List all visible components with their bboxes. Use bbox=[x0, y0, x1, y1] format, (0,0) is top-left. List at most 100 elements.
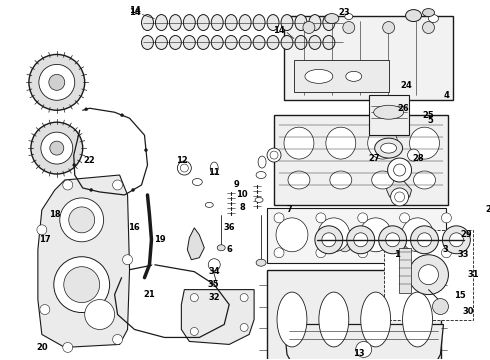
Ellipse shape bbox=[217, 245, 225, 251]
Text: 20: 20 bbox=[36, 343, 48, 352]
Text: 11: 11 bbox=[208, 167, 220, 176]
Ellipse shape bbox=[197, 15, 209, 31]
Circle shape bbox=[354, 233, 368, 247]
Ellipse shape bbox=[258, 156, 266, 168]
Ellipse shape bbox=[402, 218, 434, 252]
Circle shape bbox=[422, 22, 435, 33]
Ellipse shape bbox=[358, 213, 368, 223]
Circle shape bbox=[394, 192, 405, 202]
Ellipse shape bbox=[318, 218, 350, 252]
Circle shape bbox=[113, 180, 122, 190]
Bar bbox=[294, 60, 389, 92]
Text: 19: 19 bbox=[154, 235, 165, 244]
Ellipse shape bbox=[309, 36, 321, 49]
Ellipse shape bbox=[309, 15, 321, 31]
Text: 34: 34 bbox=[208, 267, 220, 276]
Circle shape bbox=[442, 226, 470, 254]
Ellipse shape bbox=[316, 248, 326, 258]
Ellipse shape bbox=[319, 292, 349, 347]
Ellipse shape bbox=[368, 232, 385, 252]
Circle shape bbox=[208, 259, 220, 271]
Circle shape bbox=[177, 161, 191, 175]
Circle shape bbox=[60, 198, 104, 242]
Text: 26: 26 bbox=[398, 104, 410, 113]
Circle shape bbox=[131, 189, 135, 192]
Circle shape bbox=[85, 108, 88, 111]
Circle shape bbox=[386, 233, 400, 247]
Polygon shape bbox=[187, 228, 204, 260]
Text: 23: 23 bbox=[338, 8, 349, 17]
Text: 7: 7 bbox=[286, 206, 292, 215]
Ellipse shape bbox=[210, 162, 218, 174]
Circle shape bbox=[343, 22, 355, 33]
Ellipse shape bbox=[288, 171, 310, 189]
Circle shape bbox=[190, 328, 198, 336]
Circle shape bbox=[240, 324, 248, 332]
Circle shape bbox=[388, 158, 412, 182]
Circle shape bbox=[85, 300, 115, 329]
Bar bbox=[284, 15, 453, 100]
Circle shape bbox=[322, 233, 336, 247]
Ellipse shape bbox=[305, 69, 333, 83]
Text: 35: 35 bbox=[207, 280, 219, 289]
Circle shape bbox=[315, 226, 343, 254]
Ellipse shape bbox=[368, 127, 397, 159]
Ellipse shape bbox=[414, 171, 436, 189]
Ellipse shape bbox=[375, 138, 403, 158]
Ellipse shape bbox=[422, 9, 435, 17]
Ellipse shape bbox=[401, 232, 416, 252]
Circle shape bbox=[73, 163, 76, 167]
Ellipse shape bbox=[211, 36, 223, 49]
Circle shape bbox=[54, 257, 110, 312]
Circle shape bbox=[121, 114, 123, 117]
Ellipse shape bbox=[267, 36, 279, 49]
Ellipse shape bbox=[225, 36, 237, 49]
Circle shape bbox=[411, 226, 439, 254]
Text: 13: 13 bbox=[353, 349, 365, 358]
Text: 10: 10 bbox=[236, 190, 248, 199]
Text: 14: 14 bbox=[273, 26, 285, 35]
Ellipse shape bbox=[281, 36, 293, 49]
Ellipse shape bbox=[326, 127, 356, 159]
Ellipse shape bbox=[400, 213, 410, 223]
Text: 4: 4 bbox=[443, 91, 449, 100]
Ellipse shape bbox=[197, 36, 209, 49]
Ellipse shape bbox=[316, 213, 326, 223]
Text: 31: 31 bbox=[467, 270, 479, 279]
Circle shape bbox=[433, 298, 448, 315]
Text: 5: 5 bbox=[428, 116, 434, 125]
Circle shape bbox=[379, 226, 407, 254]
Circle shape bbox=[31, 122, 83, 174]
Text: 27: 27 bbox=[368, 154, 379, 163]
Ellipse shape bbox=[428, 15, 439, 23]
Text: 18: 18 bbox=[49, 210, 61, 219]
Bar bbox=[267, 270, 441, 360]
Ellipse shape bbox=[323, 15, 335, 31]
Ellipse shape bbox=[337, 232, 353, 252]
Ellipse shape bbox=[155, 15, 168, 31]
Text: 6: 6 bbox=[226, 245, 232, 254]
Ellipse shape bbox=[358, 248, 368, 258]
Circle shape bbox=[63, 180, 73, 190]
Text: 9: 9 bbox=[233, 180, 239, 189]
Polygon shape bbox=[38, 175, 129, 347]
Text: 17: 17 bbox=[39, 235, 50, 244]
Circle shape bbox=[409, 255, 448, 294]
Bar bbox=[274, 115, 448, 205]
Ellipse shape bbox=[346, 71, 362, 81]
Circle shape bbox=[417, 233, 432, 247]
Circle shape bbox=[391, 188, 409, 206]
Ellipse shape bbox=[142, 15, 153, 31]
Ellipse shape bbox=[155, 36, 168, 49]
Circle shape bbox=[303, 22, 315, 33]
Ellipse shape bbox=[267, 15, 279, 31]
Ellipse shape bbox=[239, 15, 251, 31]
Ellipse shape bbox=[256, 171, 266, 179]
Ellipse shape bbox=[193, 179, 202, 185]
Ellipse shape bbox=[256, 259, 266, 266]
Text: 3: 3 bbox=[442, 245, 448, 254]
Circle shape bbox=[64, 267, 99, 302]
Polygon shape bbox=[181, 289, 254, 345]
Bar bbox=[384, 230, 473, 320]
Text: 15: 15 bbox=[455, 291, 466, 300]
